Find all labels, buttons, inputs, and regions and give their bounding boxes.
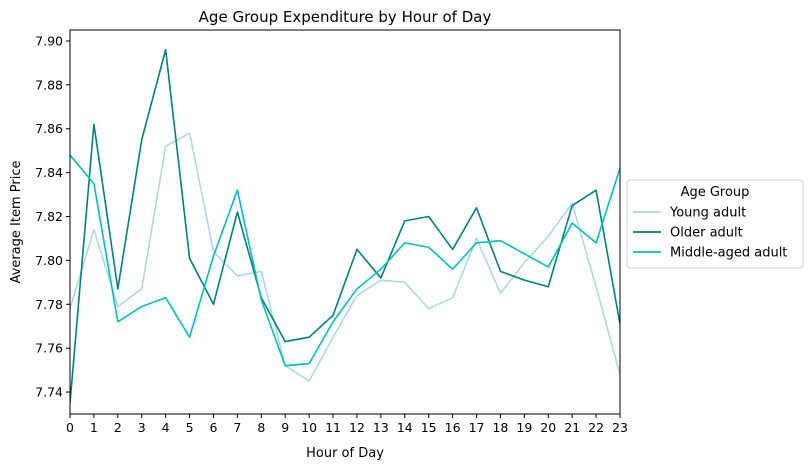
x-tick-label: 20 bbox=[540, 420, 556, 435]
x-tick-label: 17 bbox=[469, 420, 485, 435]
legend-entry-2: Middle-aged adult bbox=[670, 246, 787, 261]
x-tick-label: 4 bbox=[162, 420, 170, 435]
y-tick-label: 7.76 bbox=[35, 341, 63, 356]
series-line-0 bbox=[70, 132, 620, 382]
y-tick-label: 7.82 bbox=[35, 209, 63, 224]
y-axis: 7.74 7.76 7.78 7.80 7.82 7.84 7.86 7.88 7.90 bbox=[35, 33, 70, 400]
x-tick-label: 18 bbox=[492, 420, 508, 435]
x-tick-label: 11 bbox=[325, 420, 341, 435]
x-tick-label: 13 bbox=[373, 420, 389, 435]
series-line-2 bbox=[70, 154, 620, 367]
legend-box bbox=[626, 179, 804, 269]
y-tick-label: 7.84 bbox=[35, 165, 63, 180]
y-tick-label: 7.78 bbox=[35, 297, 63, 312]
x-tick-label: 23 bbox=[612, 420, 628, 435]
x-tick-label: 6 bbox=[210, 420, 218, 435]
y-tick-label: 7.90 bbox=[35, 33, 63, 48]
x-tick-label: 7 bbox=[233, 420, 241, 435]
x-axis: 0 1 2 3 4 5 6 7 8 9 10 11 12 13 14 15 16 17 18 19 20 21 22 23 bbox=[66, 414, 628, 435]
plot-area bbox=[69, 29, 621, 415]
x-tick-label: 0 bbox=[66, 420, 74, 435]
x-tick-label: 19 bbox=[516, 420, 532, 435]
y-tick-label: 7.80 bbox=[35, 253, 63, 268]
chart-title: Age Group Expenditure by Hour of Day bbox=[199, 8, 492, 26]
x-tick-label: 16 bbox=[445, 420, 461, 435]
y-tick-label: 7.74 bbox=[35, 385, 63, 400]
x-tick-label: 10 bbox=[301, 420, 317, 435]
legend-entry-1: Older adult bbox=[670, 226, 743, 241]
x-tick-label: 9 bbox=[281, 420, 289, 435]
x-tick-label: 21 bbox=[564, 420, 580, 435]
y-tick-label: 7.86 bbox=[35, 121, 63, 136]
x-axis-label: Hour of Day bbox=[306, 446, 384, 461]
legend-title: Age Group bbox=[681, 185, 750, 200]
legend-entry-0: Young adult bbox=[669, 206, 746, 221]
x-tick-label: 14 bbox=[397, 420, 413, 435]
y-axis-label: Average Item Price bbox=[9, 161, 24, 284]
x-tick-label: 3 bbox=[138, 420, 146, 435]
x-tick-label: 22 bbox=[588, 420, 604, 435]
x-tick-label: 8 bbox=[257, 420, 265, 435]
series-line-1 bbox=[70, 48, 620, 404]
x-tick-label: 5 bbox=[186, 420, 194, 435]
y-tick-label: 7.88 bbox=[35, 77, 63, 92]
x-tick-label: 15 bbox=[421, 420, 437, 435]
x-tick-label: 1 bbox=[90, 420, 98, 435]
plot-frame bbox=[69, 29, 621, 415]
legend: Age Group Young adult Older adult Middle-a… bbox=[626, 179, 804, 269]
x-tick-label: 12 bbox=[349, 420, 365, 435]
x-tick-label: 2 bbox=[114, 420, 122, 435]
